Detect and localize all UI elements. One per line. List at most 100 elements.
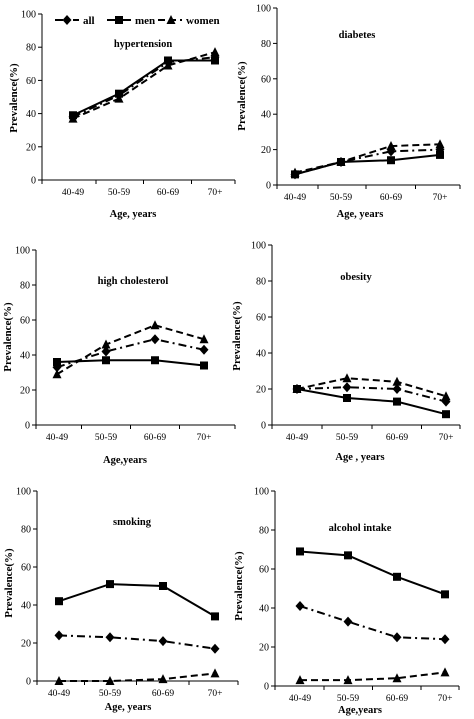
legend-item-women: women bbox=[158, 15, 220, 27]
data-point-men bbox=[151, 356, 159, 365]
y-tick-label: 0 bbox=[261, 421, 266, 432]
x-tick-label: 60-69 bbox=[386, 433, 408, 443]
series-line-women bbox=[72, 51, 216, 120]
data-point-women bbox=[101, 339, 111, 349]
x-tick-label: 70+ bbox=[208, 689, 223, 699]
data-point-women bbox=[295, 675, 305, 685]
data-point-men bbox=[102, 356, 110, 365]
data-point-all bbox=[54, 630, 64, 641]
chart-title: diabetes bbox=[339, 30, 376, 41]
data-point-men bbox=[441, 590, 449, 599]
data-point-men bbox=[296, 547, 304, 556]
data-point-all bbox=[392, 632, 402, 643]
data-point-women bbox=[210, 668, 220, 678]
y-tick-label: 40 bbox=[259, 604, 269, 615]
data-point-men bbox=[211, 612, 219, 621]
data-point-men bbox=[436, 150, 444, 159]
data-point-women bbox=[441, 391, 451, 401]
x-axis-label: Age, years bbox=[105, 702, 152, 713]
y-axis-label: Prevalence(%) bbox=[233, 551, 245, 621]
y-tick-label: 20 bbox=[21, 639, 31, 650]
legend: all men women bbox=[55, 15, 220, 27]
x-tick-label: 40-49 bbox=[284, 193, 306, 203]
legend-marker-women bbox=[166, 15, 176, 24]
x-tick-label: 50-59 bbox=[99, 689, 121, 699]
data-point-women bbox=[163, 60, 173, 70]
series-line-all bbox=[72, 56, 216, 118]
data-point-all bbox=[158, 636, 168, 647]
data-point-women bbox=[435, 139, 445, 149]
x-tick-label: 70+ bbox=[433, 193, 448, 203]
data-point-women bbox=[392, 376, 402, 386]
legend-marker-men bbox=[115, 16, 123, 24]
series-line-men bbox=[72, 59, 215, 117]
series-line-men bbox=[294, 153, 441, 176]
legend-item-all: all bbox=[55, 15, 95, 27]
y-tick-label: 40 bbox=[26, 109, 36, 120]
data-point-women bbox=[199, 334, 209, 344]
data-point-women bbox=[386, 141, 396, 151]
legend-label-women: women bbox=[186, 15, 220, 27]
data-point-men bbox=[442, 410, 450, 419]
x-tick-label: 40-49 bbox=[289, 694, 311, 704]
x-tick-label: 70+ bbox=[438, 694, 453, 704]
data-point-men bbox=[53, 358, 61, 366]
y-tick-label: 0 bbox=[25, 421, 30, 432]
x-tick-label: 60-69 bbox=[152, 689, 174, 699]
x-tick-label: 40-49 bbox=[62, 188, 84, 198]
x-axis-label: Age, years bbox=[337, 209, 384, 220]
chart-title: obesity bbox=[340, 272, 372, 283]
y-tick-label: 40 bbox=[261, 110, 271, 121]
y-tick-label: 40 bbox=[20, 351, 30, 362]
chart-panel: 0 20 40 60 80 100 40-49 50-59 60-69 70+ obesity Age… bbox=[231, 241, 461, 463]
y-tick-label: 100 bbox=[256, 4, 271, 15]
y-tick-label: 40 bbox=[256, 349, 266, 360]
data-point-men bbox=[393, 572, 401, 581]
y-tick-label: 100 bbox=[15, 246, 30, 257]
data-point-women bbox=[68, 113, 78, 123]
y-tick-label: 60 bbox=[261, 74, 271, 85]
x-tick-label: 50-59 bbox=[330, 193, 352, 203]
y-tick-label: 0 bbox=[26, 677, 31, 688]
chart-panel: 0 20 40 60 80 100 40-49 50-59 60-69 70+ alcohol in… bbox=[233, 487, 460, 716]
data-point-all bbox=[342, 382, 352, 393]
y-tick-label: 100 bbox=[16, 487, 31, 498]
y-tick-label: 60 bbox=[20, 316, 30, 327]
data-point-men bbox=[387, 156, 395, 165]
data-point-all bbox=[440, 634, 450, 645]
y-axis-label: Prevalence(%) bbox=[231, 301, 243, 371]
series-line-all bbox=[296, 386, 447, 403]
y-tick-label: 0 bbox=[31, 176, 36, 187]
data-point-women bbox=[210, 47, 220, 57]
legend-item-men: men bbox=[107, 15, 155, 27]
data-point-women bbox=[343, 675, 353, 685]
series-line-women bbox=[296, 377, 447, 398]
x-tick-label: 50-59 bbox=[336, 433, 358, 443]
data-point-women bbox=[440, 667, 450, 677]
y-axis-label: Prevalence(%) bbox=[2, 302, 14, 372]
data-point-all bbox=[105, 632, 115, 643]
x-axis-label: Age,years bbox=[103, 455, 147, 466]
y-tick-label: 60 bbox=[26, 76, 36, 87]
y-tick-label: 20 bbox=[26, 142, 36, 153]
x-tick-label: 70+ bbox=[197, 433, 212, 443]
x-axis-label: Age, years bbox=[110, 209, 157, 220]
data-point-men bbox=[159, 582, 167, 590]
data-point-men bbox=[200, 361, 208, 370]
data-point-all bbox=[392, 384, 402, 394]
y-tick-label: 80 bbox=[21, 525, 31, 536]
y-tick-label: 0 bbox=[266, 181, 271, 192]
chart-panel: 0 20 40 60 80 100 40-49 50-59 60-69 70+ smoking Age… bbox=[3, 487, 239, 713]
chart-title: alcohol intake bbox=[329, 523, 392, 534]
legend-marker-all bbox=[62, 15, 72, 25]
data-point-men bbox=[106, 580, 114, 589]
y-axis-label: Prevalence(%) bbox=[236, 61, 248, 131]
y-tick-label: 20 bbox=[20, 386, 30, 397]
x-tick-label: 40-49 bbox=[286, 433, 308, 443]
chart-panel: 0 20 40 60 80 100 40-49 50-59 60-69 70+ high chole… bbox=[2, 246, 236, 466]
y-tick-label: 20 bbox=[259, 643, 269, 654]
series-line-men bbox=[56, 359, 205, 367]
data-point-all bbox=[150, 334, 160, 345]
y-tick-label: 80 bbox=[26, 43, 36, 54]
data-point-women bbox=[392, 673, 402, 683]
